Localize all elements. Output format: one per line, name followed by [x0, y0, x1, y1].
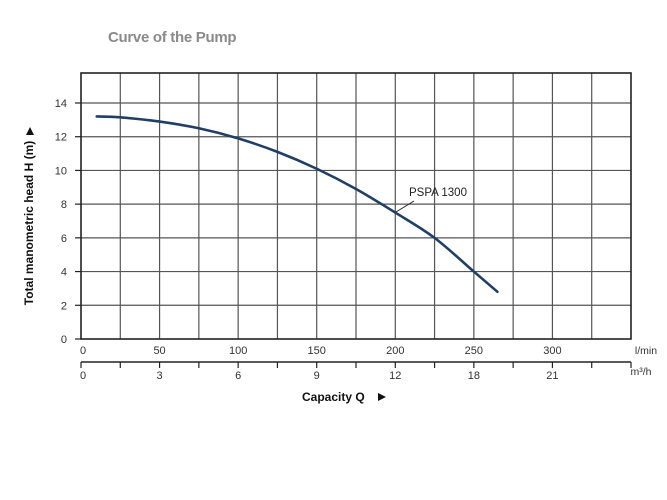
- y-tick-label: 10: [55, 165, 67, 177]
- x-tick-label-lmin: 250: [465, 345, 483, 357]
- x-arrow-icon: [378, 393, 386, 401]
- x-tick-label-m3h: 9: [314, 370, 320, 382]
- y-arrow-icon: [26, 127, 34, 135]
- x-tick-label-lmin: 0: [80, 345, 86, 357]
- x-tick-label-m3h: 3: [157, 370, 163, 382]
- chart-title: Curve of the Pump: [108, 29, 237, 46]
- x-tick-label-m3h: 6: [235, 370, 241, 382]
- unit-m3h: m³/h: [631, 366, 652, 378]
- x-tick-label-lmin: 100: [229, 345, 247, 357]
- plot-frame: [80, 72, 632, 340]
- pump-curve-line: [95, 115, 499, 294]
- series-label: PSPA 1300: [409, 187, 467, 199]
- x-tick-label-lmin: 150: [308, 345, 326, 357]
- x-tick-label-lmin: 200: [386, 345, 404, 357]
- x-axis-label: Capacity Q: [302, 390, 365, 404]
- y-tick-label: 8: [61, 199, 67, 211]
- x-tick-label-lmin: 50: [153, 345, 165, 357]
- y-tick-label: 2: [61, 300, 67, 312]
- x-tick-label-m3h: 0: [80, 370, 86, 382]
- unit-lmin: l/min: [635, 345, 657, 357]
- x-tick-label-m3h: 18: [468, 370, 480, 382]
- y-axis-label: Total manometric head H (m): [22, 141, 36, 305]
- x-tick-label-lmin: 300: [543, 345, 561, 357]
- y-tick-label: 4: [61, 267, 67, 279]
- y-tick-label: 12: [55, 132, 67, 144]
- y-tick-label: 6: [61, 233, 67, 245]
- x-tick-label-m3h: 21: [546, 370, 558, 382]
- x-tick-label-m3h: 12: [389, 370, 401, 382]
- y-tick-label: 14: [55, 98, 67, 110]
- y-tick-label: 0: [61, 334, 67, 346]
